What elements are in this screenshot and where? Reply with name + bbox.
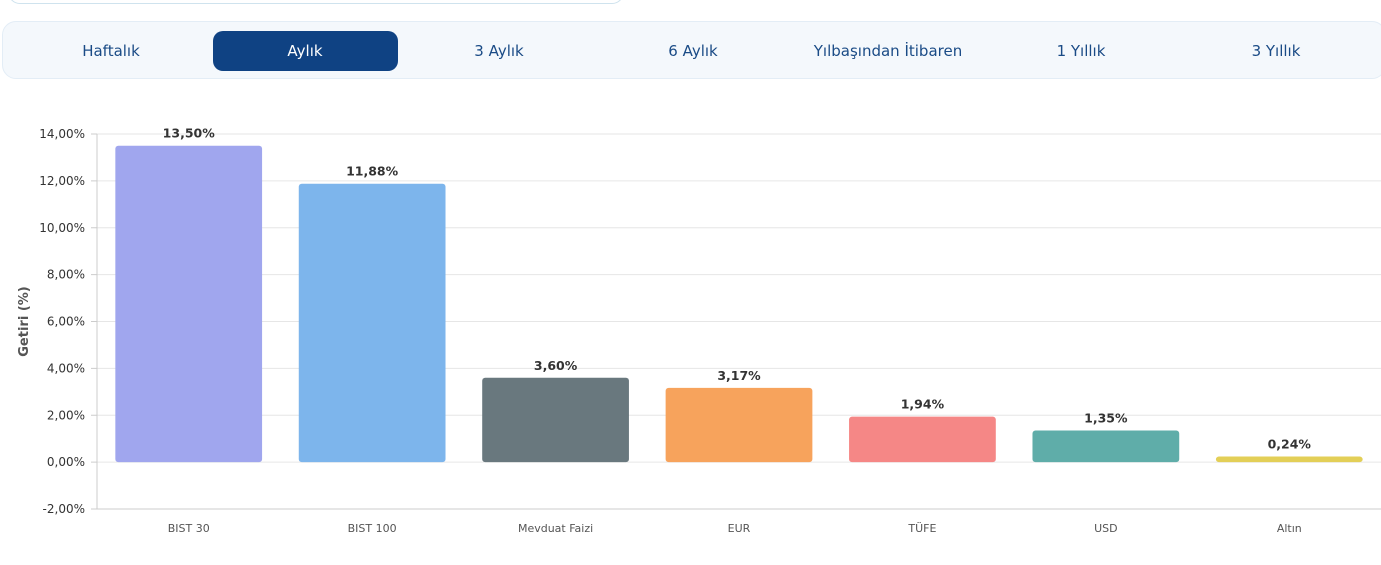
tab-3[interactable]: 6 Aylık — [668, 42, 718, 60]
category-label-3: EUR — [728, 522, 751, 535]
category-label-5: USD — [1094, 522, 1118, 535]
data-label-6: 0,24% — [1268, 437, 1312, 452]
category-label-0: BIST 30 — [168, 522, 210, 535]
bar-3 — [665, 387, 813, 463]
y-tick-label: 6,00% — [47, 315, 85, 329]
category-label-1: BIST 100 — [348, 522, 397, 535]
data-label-0: 13,50% — [163, 126, 216, 141]
tab-2[interactable]: 3 Aylık — [474, 42, 524, 60]
y-axis-title: Getiri (%) — [17, 286, 32, 356]
y-tick-label: -2,00% — [43, 502, 85, 516]
bar-2 — [482, 377, 629, 463]
period-tab-bar: Haftalık Aylık 3 Aylık 6 Aylık Yılbaşından İ… — [2, 21, 1381, 79]
tab-1[interactable]: Aylık — [212, 31, 398, 71]
bar-1 — [298, 183, 446, 463]
data-label-1: 11,88% — [346, 164, 399, 179]
data-label-4: 1,94% — [901, 397, 945, 412]
y-tick-label: 12,00% — [39, 174, 85, 188]
bar-0 — [115, 145, 263, 463]
tab-5[interactable]: 1 Yıllık — [1056, 42, 1106, 60]
y-tick-label: 10,00% — [39, 221, 85, 235]
data-label-5: 1,35% — [1084, 410, 1128, 425]
data-label-2: 3,60% — [534, 358, 578, 373]
tab-0[interactable]: Haftalık — [82, 42, 140, 60]
bar-4 — [849, 416, 996, 463]
bar-6 — [1215, 456, 1363, 463]
tab-6[interactable]: 3 Yıllık — [1251, 42, 1301, 60]
data-label-3: 3,17% — [717, 368, 761, 383]
bar-5 — [1032, 430, 1180, 463]
y-tick-label: 0,00% — [47, 455, 85, 469]
y-tick-label: 2,00% — [47, 408, 85, 422]
tab-4[interactable]: Yılbaşından İtibaren — [813, 42, 963, 60]
category-label-6: Altın — [1277, 522, 1302, 535]
y-tick-label: 4,00% — [47, 361, 85, 375]
y-tick-label: 14,00% — [39, 127, 85, 141]
category-label-2: Mevduat Faizi — [518, 522, 593, 535]
y-tick-label: 8,00% — [47, 268, 85, 282]
category-label-4: TÜFE — [907, 522, 936, 535]
